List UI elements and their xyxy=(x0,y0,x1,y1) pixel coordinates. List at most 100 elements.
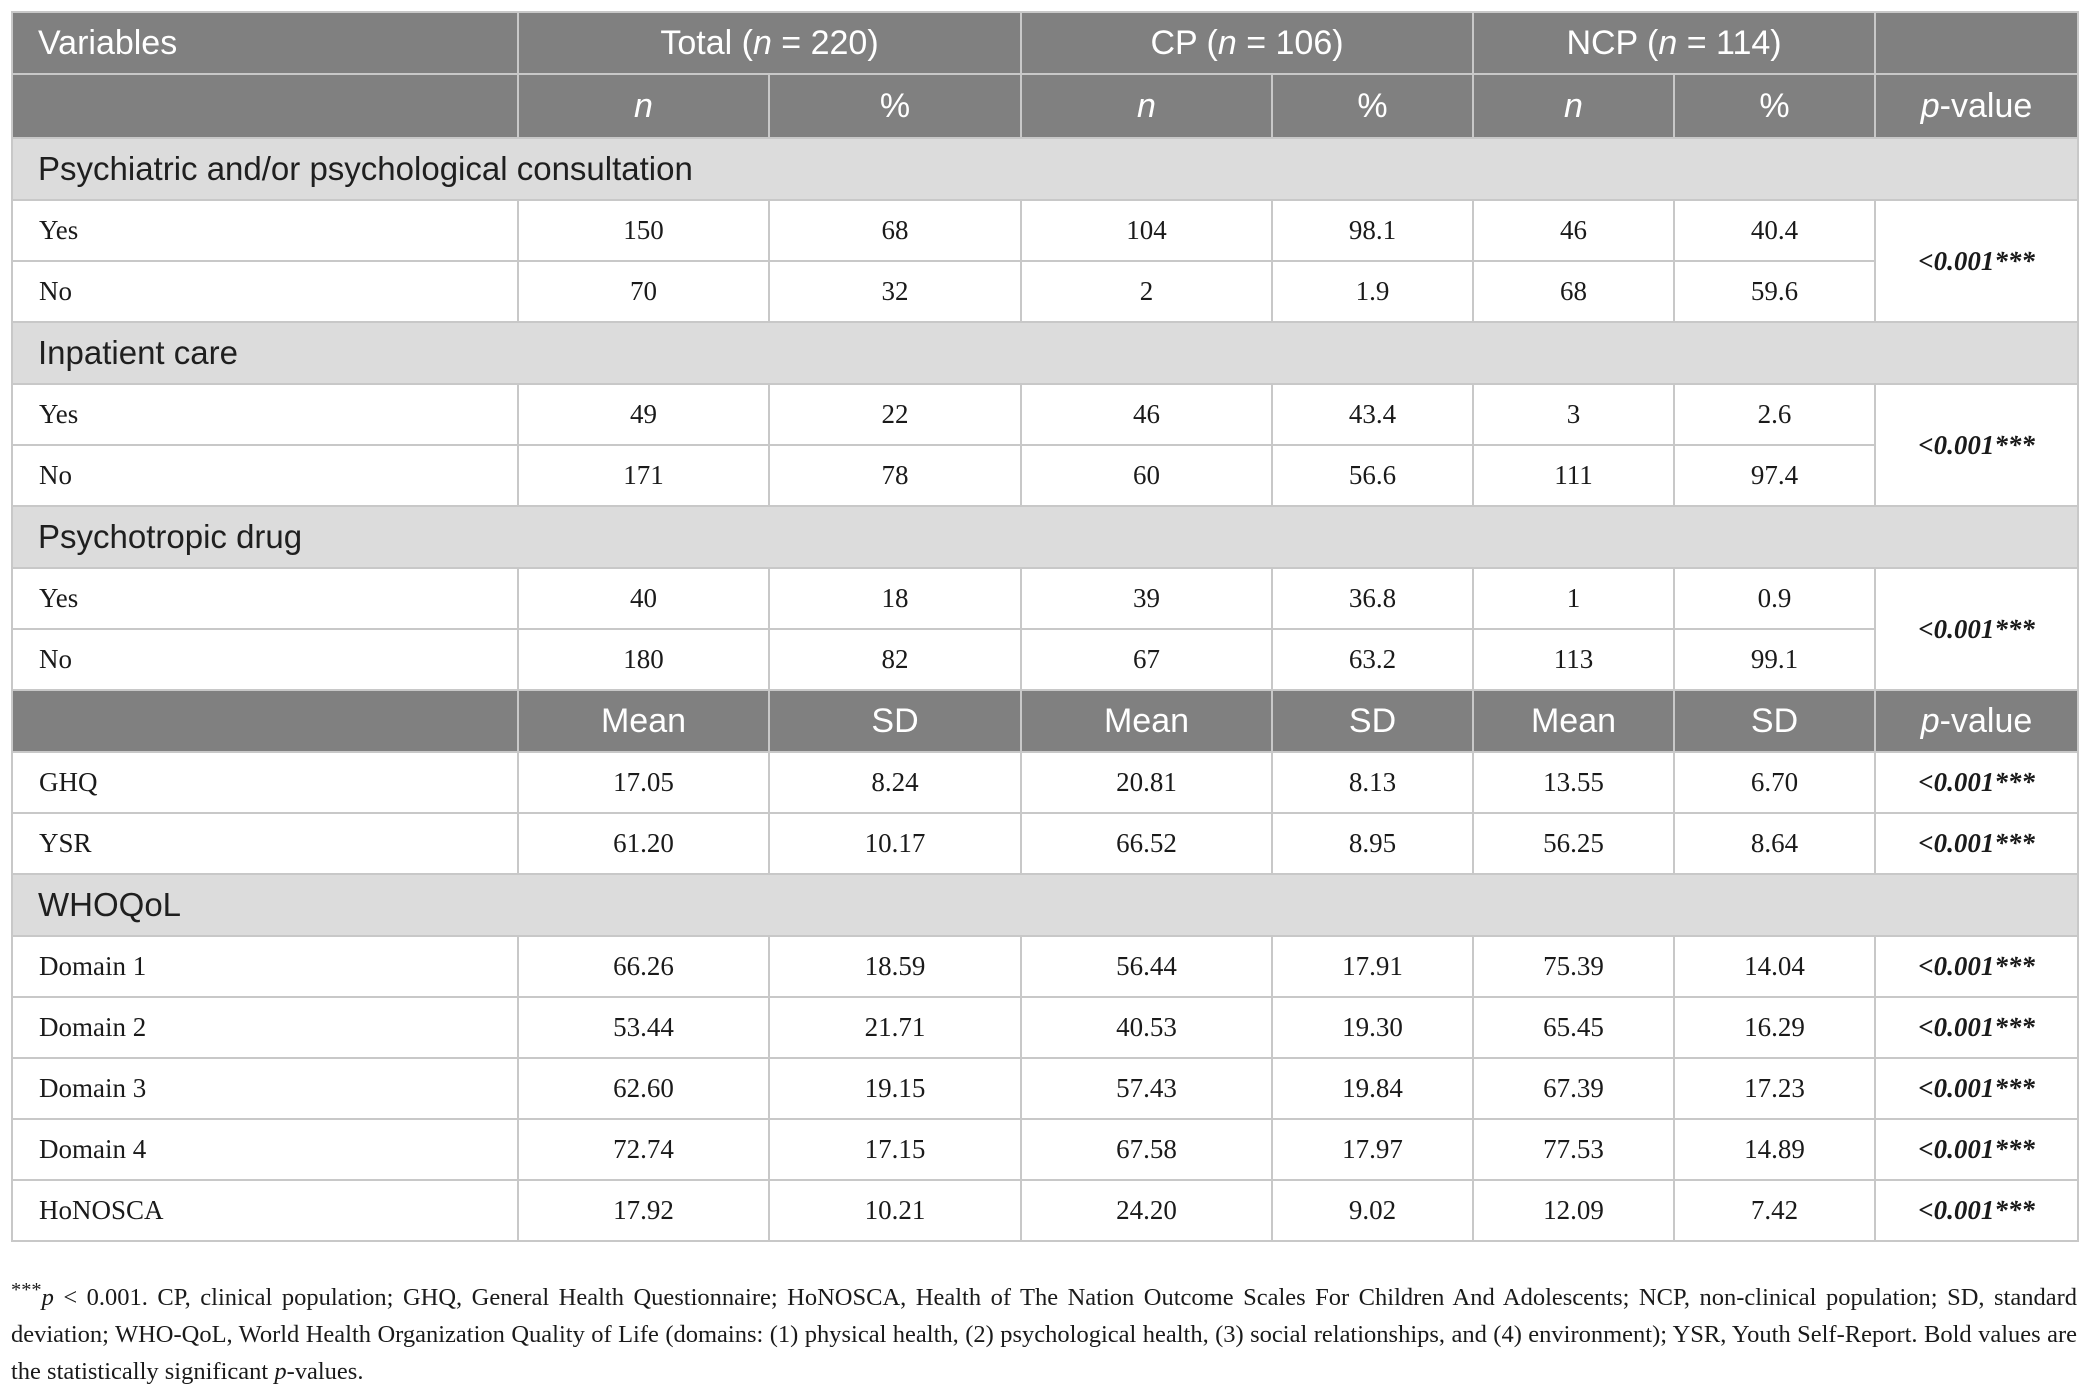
row-label: GHQ xyxy=(11,751,519,814)
table-row: No 70 32 2 1.9 68 59.6 xyxy=(11,260,2078,323)
cell: 98.1 xyxy=(1271,199,1475,262)
cell: 17.91 xyxy=(1271,935,1475,998)
cell: 66.26 xyxy=(517,935,770,998)
col-header-mean: Mean xyxy=(1472,689,1676,753)
section-label: WHOQoL xyxy=(10,873,2080,937)
col-header-n: n xyxy=(517,73,770,139)
col-header-pct: % xyxy=(1271,73,1475,139)
cell: 40 xyxy=(517,567,770,630)
cell: 32 xyxy=(767,260,1023,323)
cell: 99.1 xyxy=(1673,628,1877,691)
col-header-sd: SD xyxy=(1673,689,1877,753)
table-row: No 180 82 67 63.2 113 99.1 xyxy=(11,628,2078,691)
cell: 17.15 xyxy=(767,1118,1023,1181)
cell: 60 xyxy=(1020,444,1274,507)
cell: 3 xyxy=(1472,383,1676,446)
row-label: Yes xyxy=(11,383,519,446)
cell: 19.84 xyxy=(1271,1057,1475,1120)
cell: 40.4 xyxy=(1673,199,1877,262)
cell: 21.71 xyxy=(767,996,1023,1059)
row-label: Domain 1 xyxy=(11,935,519,998)
cell: 57.43 xyxy=(1020,1057,1274,1120)
cell: 2 xyxy=(1020,260,1274,323)
cell: 14.04 xyxy=(1673,935,1877,998)
cell: 113 xyxy=(1472,628,1676,691)
blank-header xyxy=(11,73,519,139)
cell: 19.30 xyxy=(1271,996,1475,1059)
variables-header: Variables xyxy=(11,11,519,75)
p-value-cell: <0.001*** xyxy=(1874,199,2080,323)
col-header-n: n xyxy=(1020,73,1274,139)
table-row: YSR 61.20 10.17 66.52 8.95 56.25 8.64 <0… xyxy=(11,812,2080,875)
cell: 68 xyxy=(767,199,1023,262)
cell: 97.4 xyxy=(1673,444,1877,507)
cell: 46 xyxy=(1472,199,1676,262)
row-label: Yes xyxy=(11,567,519,630)
cell: 43.4 xyxy=(1271,383,1475,446)
p-value-cell: <0.001*** xyxy=(1874,935,2080,998)
cell: 67.58 xyxy=(1020,1118,1274,1181)
col-header-pct: % xyxy=(1673,73,1877,139)
cell: 75.39 xyxy=(1472,935,1676,998)
cell: 10.21 xyxy=(767,1179,1023,1242)
cell: 78 xyxy=(767,444,1023,507)
cell: 22 xyxy=(767,383,1023,446)
col-header-mean: Mean xyxy=(517,689,770,753)
cell: 0.9 xyxy=(1673,567,1877,630)
results-table: Variables Total (n = 220) CP (n = 106) N… xyxy=(10,11,2080,1242)
cell: 56.44 xyxy=(1020,935,1274,998)
cell: 17.92 xyxy=(517,1179,770,1242)
cell: 67 xyxy=(1020,628,1274,691)
cell: 39 xyxy=(1020,567,1274,630)
table-row: Yes 49 22 46 43.4 3 2.6 <0.001*** xyxy=(11,383,2080,507)
row-label: Domain 4 xyxy=(11,1118,519,1181)
cell: 72.74 xyxy=(517,1118,770,1181)
col-header-n: n xyxy=(1472,73,1676,139)
cell: 8.64 xyxy=(1673,812,1877,875)
cell: 8.95 xyxy=(1271,812,1475,875)
sub-header-row: n % n % n % p-value xyxy=(11,73,2080,139)
group-header-row: Variables Total (n = 220) CP (n = 106) N… xyxy=(11,11,2080,75)
p-value-cell: <0.001*** xyxy=(1874,383,2080,507)
row-label: No xyxy=(11,444,519,507)
cell: 66.52 xyxy=(1020,812,1274,875)
table-row: Yes 40 18 39 36.8 1 0.9 <0.001*** xyxy=(11,567,2080,691)
table-row: HoNOSCA 17.92 10.21 24.20 9.02 12.09 7.4… xyxy=(11,1179,2080,1242)
table-row: Domain 1 66.26 18.59 56.44 17.91 75.39 1… xyxy=(11,935,2080,998)
row-label: Yes xyxy=(11,199,519,262)
p-value-cell: <0.001*** xyxy=(1874,751,2080,814)
cell: 68 xyxy=(1472,260,1676,323)
blank-header xyxy=(1874,11,2080,75)
mean-sd-header-row: Mean SD Mean SD Mean SD p-value xyxy=(11,689,2080,753)
cell: 59.6 xyxy=(1673,260,1877,323)
footnote-p: p xyxy=(41,1284,54,1312)
cell: 6.70 xyxy=(1673,751,1877,814)
footnote-text: < 0.001. CP, clinical population; GHQ, G… xyxy=(11,1284,2077,1386)
p-value-cell: <0.001*** xyxy=(1874,567,2080,691)
cell: 9.02 xyxy=(1271,1179,1475,1242)
cell: 36.8 xyxy=(1271,567,1475,630)
table-row: Domain 3 62.60 19.15 57.43 19.84 67.39 1… xyxy=(11,1057,2080,1120)
row-label: No xyxy=(11,628,519,691)
cell: 10.17 xyxy=(767,812,1023,875)
cell: 18 xyxy=(767,567,1023,630)
section-label: Inpatient care xyxy=(10,321,2080,385)
cell: 65.45 xyxy=(1472,996,1676,1059)
section-row: Inpatient care xyxy=(10,321,2080,385)
p-value-cell: <0.001*** xyxy=(1874,812,2080,875)
cell: 82 xyxy=(767,628,1023,691)
section-row: WHOQoL xyxy=(10,873,2080,937)
section-label: Psychotropic drug xyxy=(10,505,2080,569)
cell: 53.44 xyxy=(517,996,770,1059)
cell: 13.55 xyxy=(1472,751,1676,814)
cell: 67.39 xyxy=(1472,1057,1676,1120)
table-row: Yes 150 68 104 98.1 46 40.4 <0.001*** xyxy=(11,199,2080,323)
section-row: Psychiatric and/or psychological consult… xyxy=(10,137,2080,201)
footnote-stars: *** xyxy=(11,1279,42,1301)
cell: 104 xyxy=(1020,199,1274,262)
total-header: Total (n = 220) xyxy=(516,11,1023,75)
blank-header xyxy=(11,689,519,753)
table-row: Domain 2 53.44 21.71 40.53 19.30 65.45 1… xyxy=(11,996,2080,1059)
cell: 8.24 xyxy=(767,751,1023,814)
section-label: Psychiatric and/or psychological consult… xyxy=(10,137,2080,201)
